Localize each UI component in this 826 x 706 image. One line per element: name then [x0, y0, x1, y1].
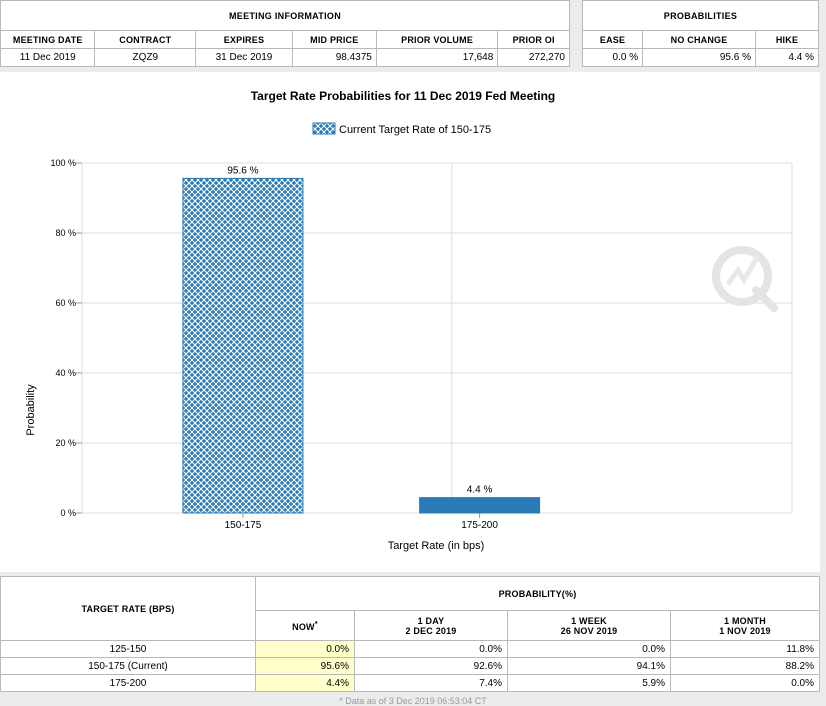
week-value: 94.1% [507, 657, 671, 675]
no-change-value: 95.6 % [642, 48, 756, 67]
header-contract: CONTRACT [94, 30, 197, 49]
y-axis-label: Probability [25, 384, 37, 436]
day-value: 92.6% [354, 657, 508, 675]
bar-value-label: 4.4 % [467, 485, 493, 496]
bar-150-175 [182, 177, 304, 514]
meeting-date-value: 11 Dec 2019 [0, 48, 96, 67]
header-1-day: 1 DAY 2 DEC 2019 [354, 610, 508, 641]
y-tick-label: 60 % [55, 298, 76, 308]
header-probability: PROBABILITY(%) [255, 576, 820, 611]
chart-title: Target Rate Probabilities for 11 Dec 201… [251, 89, 556, 103]
x-axis-label: Target Rate (in bps) [388, 540, 485, 552]
table-row: 175-200 4.4% 7.4% 5.9% 0.0% [0, 674, 820, 692]
mid-price-value: 98.4375 [291, 48, 377, 67]
chart-legend: Current Target Rate of 150-175 [312, 122, 491, 136]
bar-value-label: 95.6 % [227, 165, 258, 176]
expires-value: 31 Dec 2019 [195, 48, 293, 67]
month-value: 88.2% [670, 657, 820, 675]
header-meeting-date: MEETING DATE [0, 30, 96, 49]
hike-value: 4.4 % [755, 48, 819, 67]
chart-panel: Target Rate Probabilities for 11 Dec 201… [0, 72, 820, 572]
day-value: 7.4% [354, 674, 508, 692]
rate-label: 150-175 (Current) [0, 657, 256, 675]
rate-label: 175-200 [0, 674, 256, 692]
now-value: 0.0% [255, 640, 355, 658]
month-value: 0.0% [670, 674, 820, 692]
header-ease: EASE [581, 30, 644, 49]
meeting-information-title: MEETING INFORMATION [0, 0, 570, 31]
header-mid-price: MID PRICE [291, 30, 377, 49]
now-footnote-mark: * [314, 619, 318, 628]
header-now: NOW* [255, 610, 355, 641]
table-row: 125-150 0.0% 0.0% 0.0% 11.8% [0, 640, 820, 658]
header-no-change: NO CHANGE [642, 30, 756, 49]
bar-175-200 [419, 497, 541, 514]
data-timestamp-footnote: * Data as of 3 Dec 2019 06:53:04 CT [339, 696, 487, 706]
rate-label: 125-150 [0, 640, 256, 658]
y-tick-label: 0 % [60, 508, 76, 518]
y-tick-label: 40 % [55, 368, 76, 378]
header-hike: HIKE [755, 30, 819, 49]
y-tick-label: 20 % [55, 438, 76, 448]
probabilities-title: PROBABILITIES [582, 0, 819, 31]
ease-value: 0.0 % [581, 48, 644, 67]
y-tick-label: 80 % [55, 228, 76, 238]
contract-value: ZQZ9 [94, 48, 197, 67]
prior-volume-value: 17,648 [375, 48, 499, 67]
now-value: 4.4% [255, 674, 355, 692]
now-value: 95.6% [255, 657, 355, 675]
logo-watermark-icon [706, 240, 782, 316]
header-1-month: 1 MONTH 1 NOV 2019 [670, 610, 820, 641]
target-rate-probability-table: TARGET RATE (BPS) PROBABILITY(%) NOW* 1 … [0, 576, 820, 692]
x-tick-label: 150-175 [225, 520, 262, 531]
month-value: 11.8% [670, 640, 820, 658]
table-row: 150-175 (Current) 95.6% 92.6% 94.1% 88.2… [0, 657, 820, 675]
header-prior-oi: PRIOR OI [497, 30, 570, 49]
day-value: 0.0% [354, 640, 508, 658]
prior-oi-value: 272,270 [497, 48, 570, 67]
target-rate-chart: Target Rate Probabilities for 11 Dec 201… [25, 89, 793, 552]
header-expires: EXPIRES [195, 30, 293, 49]
meeting-information-table: MEETING INFORMATION MEETING DATE CONTRAC… [0, 0, 570, 67]
probabilities-table: PROBABILITIES EASE NO CHANGE HIKE 0.0 % … [581, 0, 819, 67]
x-tick-label: 175-200 [461, 520, 498, 531]
header-prior-volume: PRIOR VOLUME [375, 30, 499, 49]
legend-label: Current Target Rate of 150-175 [339, 124, 491, 136]
header-1-week: 1 WEEK 26 NOV 2019 [507, 610, 671, 641]
header-target-rate: TARGET RATE (BPS) [0, 576, 256, 641]
y-tick-label: 100 % [50, 158, 76, 168]
legend-swatch [312, 122, 336, 135]
week-value: 5.9% [507, 674, 671, 692]
week-value: 0.0% [507, 640, 671, 658]
